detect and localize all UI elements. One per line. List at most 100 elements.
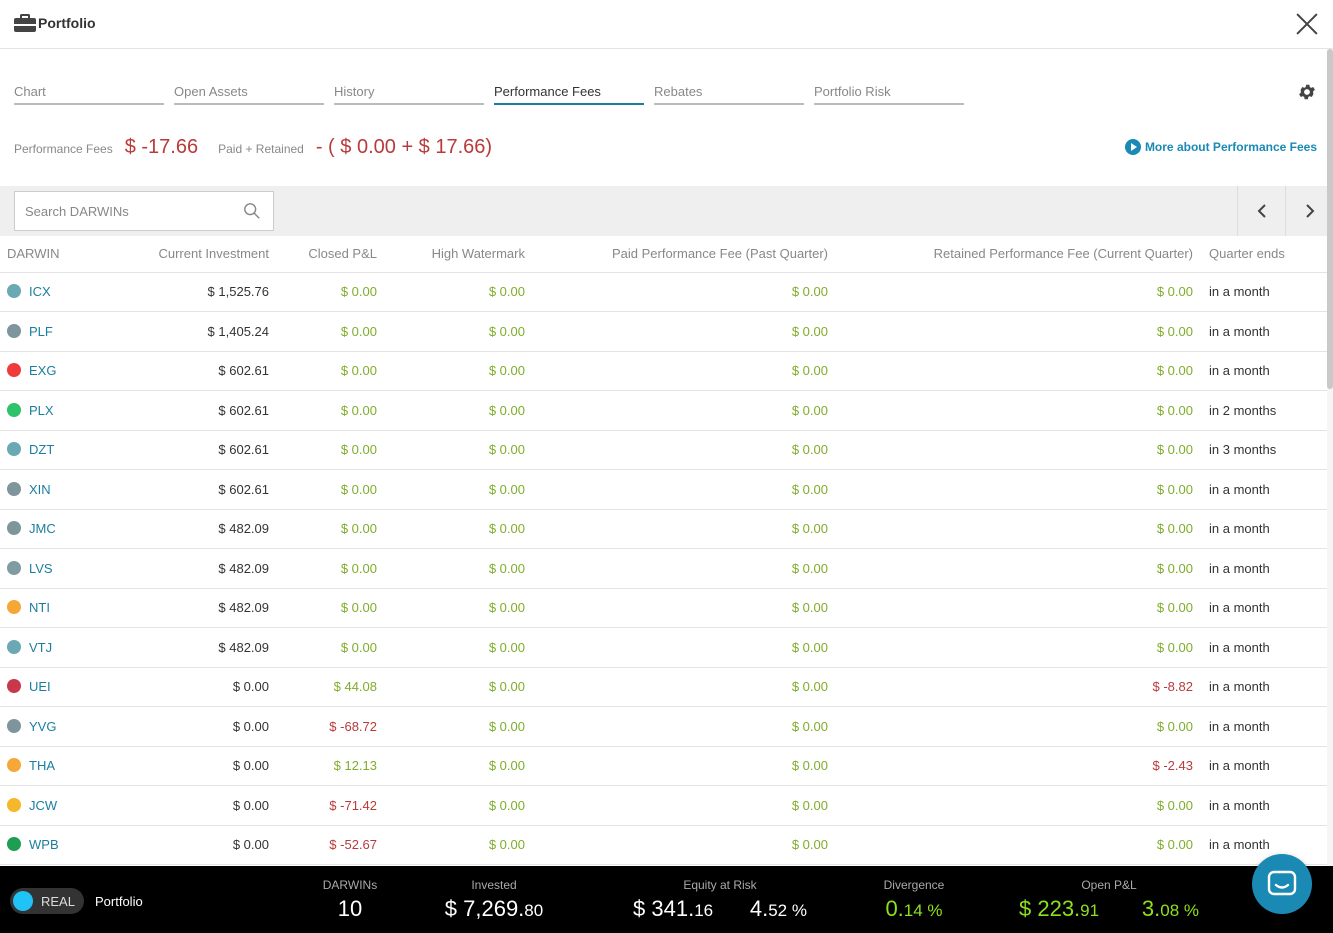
col-high-watermark[interactable]: High Watermark bbox=[377, 236, 525, 273]
real-mode-toggle[interactable]: REAL bbox=[10, 888, 84, 914]
darwin-name-link[interactable]: YVG bbox=[29, 718, 57, 734]
high-watermark-cell: $ 0.00 bbox=[377, 746, 525, 786]
stat-invested: Invested $ 7,269.80 bbox=[438, 878, 550, 922]
darwin-name-link[interactable]: JMC bbox=[29, 521, 56, 537]
col-darwin[interactable]: DARWIN bbox=[0, 236, 110, 273]
table-row[interactable]: DZT $ 602.61 $ 0.00 $ 0.00 $ 0.00 $ 0.00 in 3 … bbox=[0, 430, 1327, 470]
table-row[interactable]: YVG $ 0.00 $ -68.72 $ 0.00 $ 0.00 $ 0.00 in a … bbox=[0, 706, 1327, 747]
retained-fee-cell: $ 0.00 bbox=[828, 390, 1193, 431]
investment-cell: $ 1,405.24 bbox=[110, 311, 269, 352]
table-row[interactable]: JCW $ 0.00 $ -71.42 $ 0.00 $ 0.00 $ 0.00 in a … bbox=[0, 785, 1327, 826]
col-paid-fee[interactable]: Paid Performance Fee (Past Quarter) bbox=[525, 236, 828, 273]
investment-cell: $ 482.09 bbox=[110, 627, 269, 668]
retained-fee-cell: $ 0.00 bbox=[828, 785, 1193, 826]
darwin-name-link[interactable]: XIN bbox=[29, 481, 51, 497]
darwin-name-link[interactable]: DZT bbox=[29, 442, 55, 458]
fees-summary: Performance Fees $ -17.66 Paid + Retaine… bbox=[14, 136, 512, 159]
col-current-investment[interactable]: Current Investment bbox=[110, 236, 269, 273]
col-closed-pl[interactable]: Closed P&L bbox=[269, 236, 377, 273]
darwin-name-link[interactable]: UEI bbox=[29, 679, 51, 695]
table-row[interactable]: VTJ $ 482.09 $ 0.00 $ 0.00 $ 0.00 $ 0.00 in a … bbox=[0, 627, 1327, 668]
paid-retained-label: Paid + Retained bbox=[218, 142, 304, 156]
retained-fee-cell: $ 0.00 bbox=[828, 706, 1193, 747]
high-watermark-cell: $ 0.00 bbox=[377, 469, 525, 510]
col-retained-fee[interactable]: Retained Performance Fee (Current Quarte… bbox=[828, 236, 1193, 273]
scrollbar[interactable] bbox=[1327, 49, 1333, 866]
quarter-ends-cell: in a month bbox=[1193, 272, 1327, 312]
next-page-button[interactable] bbox=[1285, 186, 1333, 236]
closed-pl-cell: $ 0.00 bbox=[269, 627, 377, 668]
closed-pl-cell: $ 0.00 bbox=[269, 430, 377, 470]
darwin-cell: JCW bbox=[0, 785, 110, 826]
paid-fee-cell: $ 0.00 bbox=[525, 627, 828, 668]
table-row[interactable]: LVS $ 482.09 $ 0.00 $ 0.00 $ 0.00 $ 0.00 in a … bbox=[0, 548, 1327, 589]
more-about-fees-text: More about Performance Fees bbox=[1144, 140, 1317, 154]
bottom-stats-bar: REAL Portfolio DARWINs 10 Invested $ 7,2… bbox=[0, 866, 1333, 933]
prev-page-button[interactable] bbox=[1237, 186, 1285, 236]
quarter-ends-cell: in a month bbox=[1193, 509, 1327, 549]
table-row[interactable]: PLX $ 602.61 $ 0.00 $ 0.00 $ 0.00 $ 0.00 in 2 … bbox=[0, 390, 1327, 431]
tab-performance-fees[interactable]: Performance Fees bbox=[494, 84, 644, 105]
darwin-name-link[interactable]: JCW bbox=[29, 797, 58, 813]
closed-pl-cell: $ 0.00 bbox=[269, 351, 377, 391]
darwin-name-link[interactable]: WPB bbox=[29, 837, 59, 853]
table-row[interactable]: UEI $ 0.00 $ 44.08 $ 0.00 $ 0.00 $ -8.82 in a … bbox=[0, 667, 1327, 707]
darwin-name-link[interactable]: LVS bbox=[29, 560, 53, 576]
tab-chart[interactable]: Chart bbox=[14, 84, 164, 105]
chat-button[interactable] bbox=[1252, 854, 1312, 914]
table-row[interactable]: JMC $ 482.09 $ 0.00 $ 0.00 $ 0.00 $ 0.00 in a … bbox=[0, 509, 1327, 549]
quarter-ends-cell: in a month bbox=[1193, 746, 1327, 786]
table-row[interactable]: THA $ 0.00 $ 12.13 $ 0.00 $ 0.00 $ -2.43 in a … bbox=[0, 746, 1327, 786]
table-toolbar bbox=[0, 186, 1333, 236]
paid-fee-cell: $ 0.00 bbox=[525, 430, 828, 470]
col-quarter-ends[interactable]: Quarter ends bbox=[1193, 236, 1327, 273]
search-icon[interactable] bbox=[243, 202, 261, 220]
darwin-name-link[interactable]: PLX bbox=[29, 402, 54, 418]
quarter-ends-cell: in a month bbox=[1193, 548, 1327, 589]
quarter-ends-cell: in 3 months bbox=[1193, 430, 1327, 470]
table-row[interactable]: WPB $ 0.00 $ -52.67 $ 0.00 $ 0.00 $ 0.00 in a … bbox=[0, 825, 1327, 865]
darwin-color-dot bbox=[7, 837, 21, 852]
quarter-ends-cell: in 2 months bbox=[1193, 390, 1327, 431]
investment-cell: $ 602.61 bbox=[110, 430, 269, 470]
table-row[interactable]: NTI $ 482.09 $ 0.00 $ 0.00 $ 0.00 $ 0.00 in a … bbox=[0, 588, 1327, 628]
table-row[interactable]: PLF $ 1,405.24 $ 0.00 $ 0.00 $ 0.00 $ 0.00 in … bbox=[0, 311, 1327, 352]
page-title: Portfolio bbox=[38, 15, 96, 31]
investment-cell: $ 482.09 bbox=[110, 509, 269, 549]
darwin-name-link[interactable]: THA bbox=[29, 758, 55, 774]
play-icon bbox=[1124, 139, 1141, 155]
tab-rebates[interactable]: Rebates bbox=[654, 84, 804, 105]
search-box bbox=[14, 191, 274, 231]
investment-cell: $ 0.00 bbox=[110, 825, 269, 865]
high-watermark-cell: $ 0.00 bbox=[377, 272, 525, 312]
darwin-cell: XIN bbox=[0, 469, 110, 510]
fees-table: DARWIN Current Investment Closed P&L Hig… bbox=[0, 236, 1327, 865]
darwin-name-link[interactable]: NTI bbox=[29, 600, 50, 616]
scrollbar-thumb[interactable] bbox=[1327, 49, 1333, 389]
retained-fee-cell: $ 0.00 bbox=[828, 548, 1193, 589]
tab-open-assets[interactable]: Open Assets bbox=[174, 84, 324, 105]
close-icon[interactable] bbox=[1295, 12, 1319, 36]
mode-label: REAL bbox=[41, 893, 75, 909]
darwin-name-link[interactable]: PLF bbox=[29, 323, 53, 339]
stat-open-pl-label: Open P&L bbox=[1081, 878, 1137, 892]
darwin-name-link[interactable]: ICX bbox=[29, 284, 51, 300]
investment-cell: $ 1,525.76 bbox=[110, 272, 269, 312]
gear-icon[interactable] bbox=[1297, 82, 1317, 102]
quarter-ends-cell: in a month bbox=[1193, 469, 1327, 510]
closed-pl-cell: $ 0.00 bbox=[269, 311, 377, 352]
more-about-fees-link[interactable]: More about Performance Fees bbox=[1124, 139, 1317, 155]
modal-header: Portfolio bbox=[0, 0, 1333, 49]
table-row[interactable]: ICX $ 1,525.76 $ 0.00 $ 0.00 $ 0.00 $ 0.00 in … bbox=[0, 272, 1327, 312]
search-input[interactable] bbox=[15, 192, 225, 230]
darwin-name-link[interactable]: EXG bbox=[29, 363, 57, 379]
paid-fee-cell: $ 0.00 bbox=[525, 667, 828, 707]
table-row[interactable]: EXG $ 602.61 $ 0.00 $ 0.00 $ 0.00 $ 0.00 in a … bbox=[0, 351, 1327, 391]
darwin-name-link[interactable]: VTJ bbox=[29, 639, 53, 655]
high-watermark-cell: $ 0.00 bbox=[377, 825, 525, 865]
investment-cell: $ 602.61 bbox=[110, 469, 269, 510]
table-row[interactable]: XIN $ 602.61 $ 0.00 $ 0.00 $ 0.00 $ 0.00 in a … bbox=[0, 469, 1327, 510]
tab-portfolio-risk[interactable]: Portfolio Risk bbox=[814, 84, 964, 105]
tab-history[interactable]: History bbox=[334, 84, 484, 105]
closed-pl-cell: $ -68.72 bbox=[269, 706, 377, 747]
